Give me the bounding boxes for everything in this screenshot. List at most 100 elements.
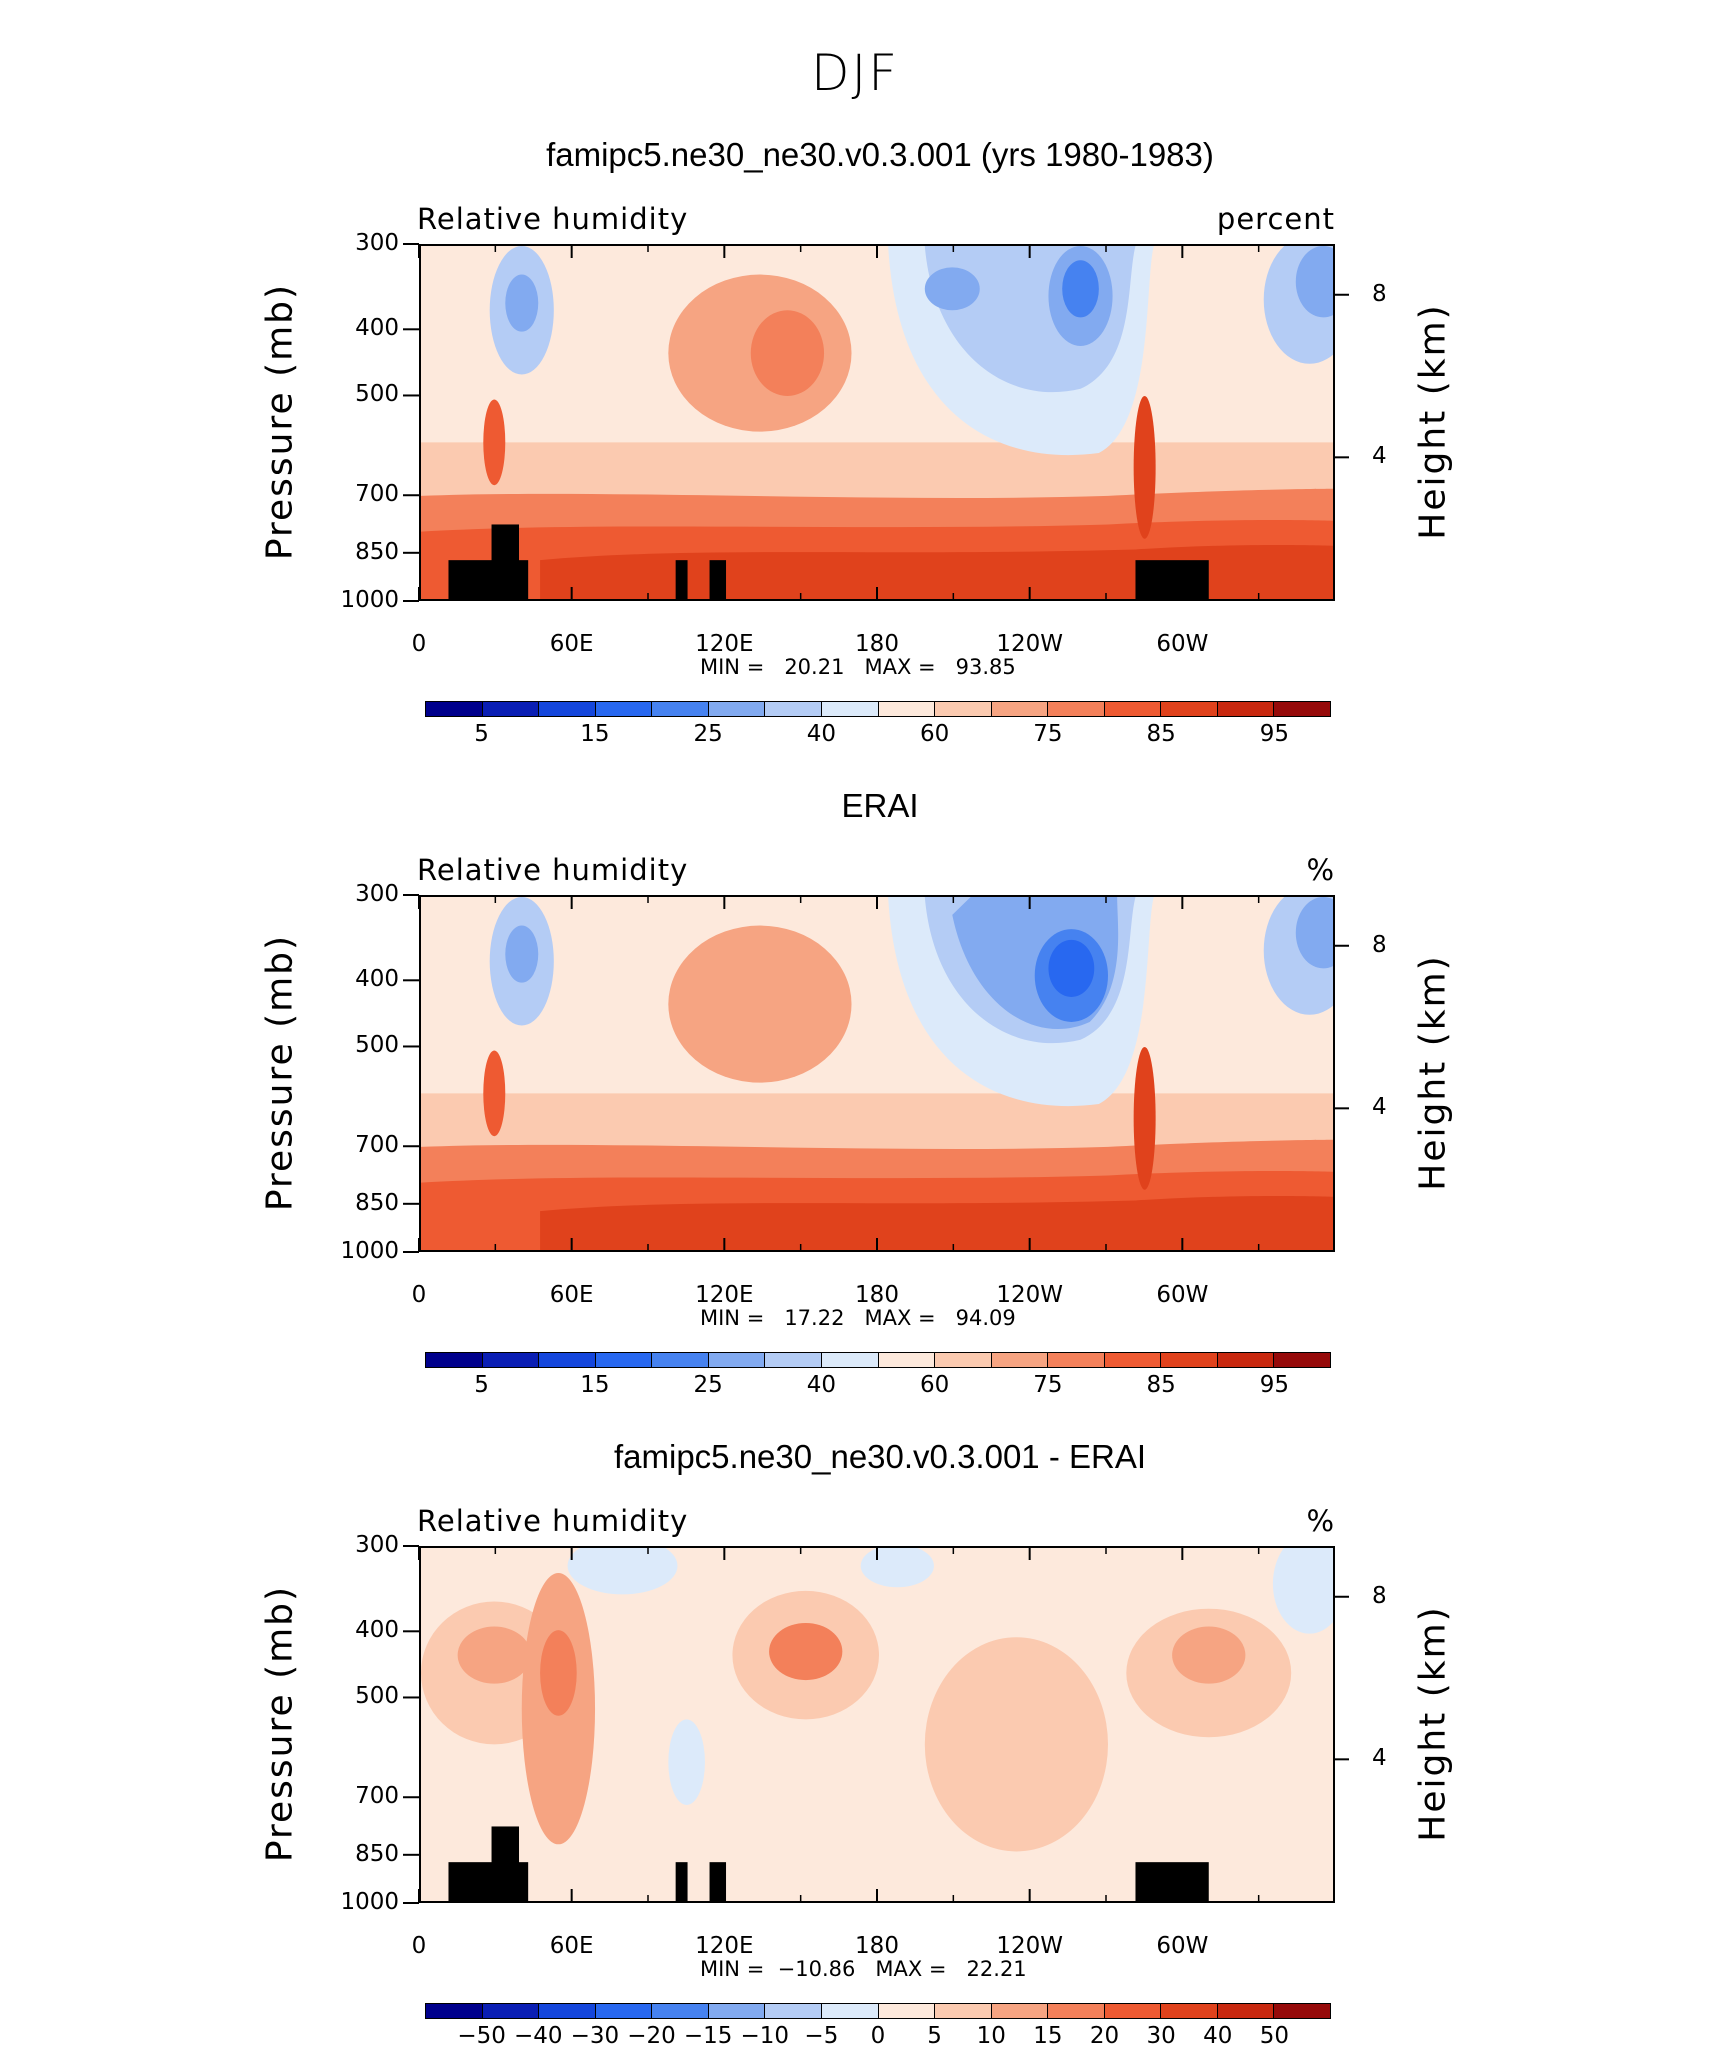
colorbar-swatch [1048,2004,1105,2018]
colorbar-label: 85 [1146,721,1176,747]
colorbar-swatch [708,2004,766,2018]
andes-plume [1133,1046,1156,1190]
units-label: % [1306,1504,1335,1538]
andes-plume [1133,395,1156,539]
colorbar-label: 40 [806,1372,837,1398]
colorbar-swatch [1274,702,1330,716]
y-tick-label: 300 [355,881,399,907]
x-tick-label: 60W [1156,1933,1209,1959]
boundary-layer-inner [540,544,1333,599]
x-tick-label: 0 [411,1282,427,1308]
panel-title: famipc5.ne30_ne30.v0.3.001 (yrs 1980-198… [546,136,1214,173]
y-tick-label: 1000 [340,1889,399,1915]
colorbar-swatch [595,1353,653,1367]
x-tick-label: 120E [695,1933,754,1959]
y-tick-label: 850 [355,1840,399,1867]
topography-mask [491,524,520,599]
colorbar-label: 20 [1089,2023,1120,2049]
y-tick-label: 500 [355,381,399,408]
height-axis-label: Height (km) [1412,1604,1454,1842]
moist-center-core [750,310,825,396]
colorbar-swatch [935,1353,992,1367]
colorbar-swatch [482,702,540,716]
colorbar-swatch [1274,1353,1330,1367]
colorbar-label: 15 [580,721,610,747]
colorbar-swatch [1161,702,1218,716]
colorbar-swatch [1104,2004,1162,2018]
colorbar-swatch [595,702,653,716]
y-tick-label: 300 [355,1532,399,1558]
height-tick-label: 8 [1372,931,1387,958]
upper-moist-region [421,246,1333,443]
colorbar-label: 0 [870,2023,886,2049]
height-tick-label: 4 [1372,443,1387,470]
colorbar-swatch [765,702,822,716]
colorbar-label: −10 [740,2023,790,2049]
height-tick-label: 8 [1372,280,1387,307]
colorbar-swatch [878,1353,936,1367]
colorbar-swatch [991,2004,1049,2018]
colorbar-swatch [708,702,766,716]
dry-core-west [924,267,980,311]
y-tick-label: 500 [355,1032,399,1059]
x-tick-label: 180 [855,1282,899,1308]
height-tick-label: 8 [1372,1582,1387,1609]
boundary-layer-inner [540,1195,1333,1250]
diff-negative-4 [668,1719,705,1806]
colorbar-label: 10 [976,2023,1006,2049]
dry-patch-africa-core [505,925,539,983]
colorbar-swatch [1104,702,1162,716]
x-tick-label: 120W [996,1282,1063,1308]
colorbar-swatch [878,702,936,716]
y-tick-label: 400 [355,966,399,993]
colorbar-swatch [652,1353,709,1367]
colorbar-swatch [426,2004,483,2018]
colorbar [425,1352,1331,1368]
colorbar-label: −20 [627,2023,676,2049]
colorbar-label: 30 [1146,2023,1176,2049]
dry-patch-east-core [1295,897,1333,969]
x-tick-label: 120E [695,1282,754,1308]
colorbar-swatch [1048,1353,1105,1367]
pressure-axis-label: Pressure (mb) [259,1584,301,1862]
colorbar-swatch [539,1353,596,1367]
pressure-axis-label: Pressure (mb) [259,282,301,560]
colorbar-swatch [1274,2004,1330,2018]
topography-mask [1135,560,1209,599]
colorbar-swatch [765,2004,822,2018]
colorbar-label: −30 [570,2023,620,2049]
dry-patch-africa-core [505,274,539,332]
y-tick-label: 850 [355,1189,399,1216]
pressure-axis-label: Pressure (mb) [259,933,301,1211]
topography-mask [448,560,499,599]
x-tick-label: 180 [855,631,899,657]
height-tick-label: 4 [1372,1745,1387,1772]
y-tick-label: 1000 [340,587,399,613]
colorbar-swatch [482,1353,540,1367]
y-tick-label: 700 [355,481,399,508]
colorbar-swatch [1217,1353,1275,1367]
colorbar-label: 75 [1033,1372,1063,1398]
colorbar-swatch [426,1353,483,1367]
units-label: percent [1216,202,1335,236]
diff-positive-center-core [769,1622,843,1681]
figure-title: DJF [810,44,899,102]
height-axis-label: Height (km) [1412,302,1454,540]
panel-title: ERAI [841,787,919,824]
colorbar-label: 85 [1146,1372,1176,1398]
topography-mask [709,560,727,599]
colorbar-swatch [539,702,596,716]
variable-label: Relative humidity [417,1504,689,1538]
contour-plot [419,244,1335,601]
colorbar-label: 50 [1259,2023,1290,2049]
x-tick-label: 60W [1156,631,1209,657]
topography-mask [709,1862,727,1901]
moist-plume [483,1050,506,1137]
colorbar-swatch [1048,702,1105,716]
colorbar-label: −5 [804,2023,839,2049]
colorbar-label: 5 [474,721,489,747]
colorbar-label: 95 [1259,1372,1290,1398]
colorbar-label: 40 [1203,2023,1233,2049]
y-tick-label: 300 [355,230,399,256]
colorbar-label: 40 [806,721,837,747]
